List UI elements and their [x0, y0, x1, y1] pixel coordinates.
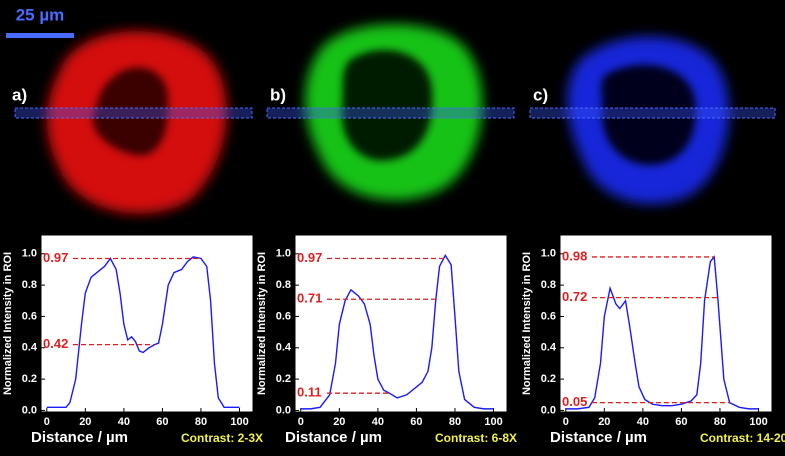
x-tick-label: 40: [637, 416, 649, 428]
y-tick-label: 0.2: [22, 373, 37, 385]
image-green: [305, 24, 483, 201]
y-tick-label: 0.6: [276, 310, 291, 322]
reference-label: 0.98: [562, 248, 587, 263]
reference-label: 0.42: [43, 336, 68, 351]
y-tick-label: 0.4: [541, 342, 557, 354]
image-blue: [567, 36, 729, 204]
y-tick-label: 0.8: [541, 279, 556, 291]
y-tick-label: 0.4: [276, 342, 292, 354]
y-tick-label: 1.0: [276, 248, 291, 260]
y-axis-label: Normalized Intensity in ROI: [256, 252, 268, 395]
plot-area: [294, 234, 508, 413]
reference-label: 0.11: [297, 385, 322, 400]
x-tick-label: 0: [298, 416, 304, 428]
reference-label: 0.71: [297, 291, 322, 306]
x-tick-label: 20: [79, 416, 91, 428]
x-tick-label: 60: [156, 416, 168, 428]
y-tick-label: 0.0: [22, 404, 37, 416]
x-tick-label: 100: [749, 416, 767, 428]
contrast-label: Contrast: 6-8X: [435, 431, 517, 445]
y-tick-label: 0.0: [541, 404, 556, 416]
x-tick-label: 80: [195, 416, 207, 428]
scale-bar-label: 25 µm: [16, 5, 65, 24]
y-axis-label: Normalized Intensity in ROI: [2, 252, 14, 395]
reference-label: 0.72: [562, 289, 587, 304]
scale-bar: [6, 33, 74, 38]
x-tick-label: 80: [714, 416, 726, 428]
x-tick-label: 20: [333, 416, 345, 428]
y-tick-label: 0.0: [276, 404, 291, 416]
x-tick-label: 0: [44, 416, 50, 428]
x-tick-label: 60: [675, 416, 687, 428]
reference-label: 0.05: [562, 394, 587, 409]
y-tick-label: 0.2: [541, 373, 556, 385]
roi: [14, 107, 253, 119]
image-red: [46, 31, 227, 214]
contrast-label: Contrast: 2-3X: [181, 431, 263, 445]
reference-label: 0.97: [297, 250, 322, 265]
reference-label: 0.97: [43, 250, 68, 265]
profile-line: [565, 255, 759, 410]
plot-area: [559, 234, 773, 413]
x-axis-label: Distance / µm: [31, 429, 128, 446]
contrast-label: Contrast: 14-20X: [700, 431, 785, 445]
y-tick-label: 1.0: [541, 248, 556, 260]
x-tick-label: 40: [118, 416, 130, 428]
y-tick-label: 0.8: [276, 279, 291, 291]
x-axis-label: Distance / µm: [550, 429, 647, 446]
x-tick-label: 80: [449, 416, 461, 428]
y-tick-label: 0.2: [276, 373, 291, 385]
profile-line: [46, 256, 240, 409]
y-tick-label: 0.8: [22, 279, 37, 291]
profile-line: [300, 253, 494, 410]
y-tick-label: 0.4: [22, 342, 38, 354]
y-tick-label: 0.6: [541, 310, 556, 322]
y-axis-label: Normalized Intensity in ROI: [521, 252, 533, 395]
panel-label: c): [533, 85, 548, 104]
panel-label: a): [12, 85, 27, 104]
roi: [266, 107, 515, 119]
panel-label: b): [270, 85, 286, 104]
plot-area: [40, 234, 254, 413]
x-tick-label: 100: [230, 416, 248, 428]
y-tick-label: 1.0: [22, 248, 37, 260]
x-tick-label: 0: [563, 416, 569, 428]
x-tick-label: 60: [410, 416, 422, 428]
y-tick-label: 0.6: [22, 310, 37, 322]
x-tick-label: 20: [598, 416, 610, 428]
x-tick-label: 100: [484, 416, 502, 428]
x-axis-label: Distance / µm: [285, 429, 382, 446]
x-tick-label: 40: [372, 416, 384, 428]
roi: [529, 107, 776, 119]
